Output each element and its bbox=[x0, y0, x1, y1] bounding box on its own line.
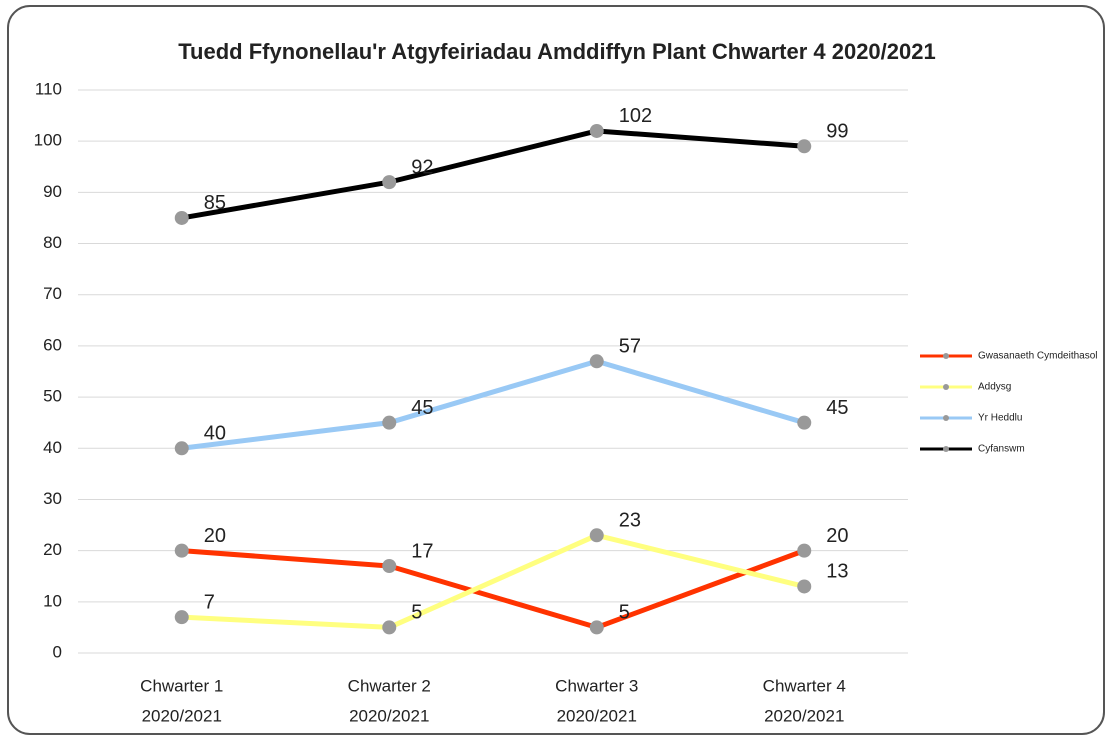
data-point bbox=[797, 543, 812, 558]
data-point bbox=[589, 528, 604, 543]
legend-label: Cyfanswm bbox=[978, 444, 1025, 455]
data-label: 85 bbox=[204, 192, 226, 214]
data-label: 45 bbox=[411, 397, 433, 419]
data-label: 20 bbox=[826, 525, 848, 547]
y-tick-label: 100 bbox=[34, 131, 62, 150]
y-tick-label: 20 bbox=[43, 540, 62, 559]
y-tick-label: 70 bbox=[43, 284, 62, 303]
x-tick-label: 2020/2021 bbox=[349, 706, 429, 725]
y-tick-label: 30 bbox=[43, 489, 62, 508]
data-point bbox=[382, 558, 397, 573]
data-label: 7 bbox=[204, 591, 215, 613]
data-point bbox=[174, 210, 189, 225]
chart-title: Tuedd Ffynonellau'r Atgyfeiriadau Amddif… bbox=[178, 39, 935, 64]
data-point bbox=[589, 620, 604, 635]
y-tick-label: 80 bbox=[43, 233, 62, 252]
x-tick-label: 2020/2021 bbox=[557, 706, 637, 725]
data-point bbox=[589, 123, 604, 138]
data-label: 99 bbox=[826, 121, 848, 143]
y-tick-label: 0 bbox=[53, 642, 62, 661]
y-tick-label: 90 bbox=[43, 182, 62, 201]
data-label: 5 bbox=[411, 602, 422, 624]
data-label: 17 bbox=[411, 540, 433, 562]
data-point bbox=[382, 620, 397, 635]
data-point bbox=[797, 415, 812, 430]
legend-marker bbox=[943, 353, 949, 359]
data-point bbox=[382, 415, 397, 430]
y-tick-label: 50 bbox=[43, 387, 62, 406]
x-tick-label: 2020/2021 bbox=[142, 706, 222, 725]
x-tick-label: Chwarter 4 bbox=[763, 676, 846, 695]
legend-marker bbox=[943, 446, 949, 452]
data-label: 45 bbox=[826, 397, 848, 419]
y-tick-label: 10 bbox=[43, 591, 62, 610]
x-tick-label: Chwarter 1 bbox=[140, 676, 223, 695]
legend-label: Addysg bbox=[978, 382, 1011, 393]
series-line bbox=[181, 532, 805, 630]
legend-label: Yr Heddlu bbox=[978, 413, 1022, 424]
data-point bbox=[589, 354, 604, 369]
x-tick-label: 2020/2021 bbox=[764, 706, 844, 725]
data-label: 40 bbox=[204, 423, 226, 445]
data-point bbox=[797, 139, 812, 154]
x-tick-label: Chwarter 3 bbox=[555, 676, 638, 695]
chart-frame bbox=[7, 5, 1105, 735]
series-line bbox=[181, 548, 806, 630]
data-point bbox=[174, 610, 189, 625]
data-point bbox=[174, 543, 189, 558]
data-label: 20 bbox=[204, 525, 226, 547]
data-label: 102 bbox=[619, 105, 652, 127]
data-label: 92 bbox=[411, 156, 433, 178]
data-label: 57 bbox=[619, 336, 641, 358]
legend-label: Gwasanaeth Cymdeithasol bbox=[978, 351, 1098, 362]
legend-marker bbox=[943, 415, 949, 421]
data-point bbox=[797, 579, 812, 594]
data-label: 5 bbox=[619, 602, 630, 624]
data-point bbox=[174, 441, 189, 456]
y-tick-label: 60 bbox=[43, 335, 62, 354]
x-tick-label: Chwarter 2 bbox=[348, 676, 431, 695]
series-line bbox=[181, 128, 805, 221]
series-line bbox=[181, 358, 805, 451]
y-tick-label: 110 bbox=[35, 79, 62, 98]
data-label: 23 bbox=[619, 510, 641, 532]
data-label: 13 bbox=[826, 561, 848, 583]
data-point bbox=[382, 175, 397, 190]
y-tick-label: 40 bbox=[43, 438, 62, 457]
legend-marker bbox=[943, 384, 949, 390]
